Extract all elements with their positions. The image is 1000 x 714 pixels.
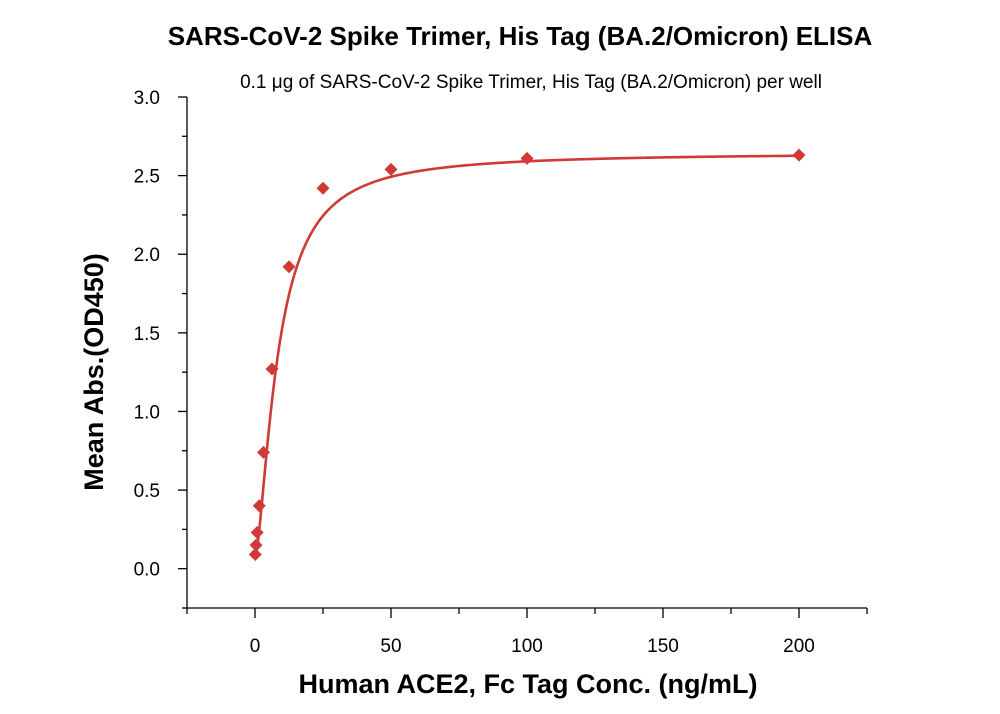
y-ticks: 0.0 0.5 1.0 1.5 2.0 2.5 3.0 <box>134 88 187 609</box>
data-point <box>384 162 398 176</box>
x-tick-label: 200 <box>783 636 815 657</box>
x-tick-label: 100 <box>511 636 543 657</box>
y-tick-label: 3.0 <box>134 88 160 109</box>
data-point <box>316 181 330 195</box>
chart-subtitle: 0.1 μg of SARS-CoV-2 Spike Trimer, His T… <box>240 72 822 93</box>
x-axis-label: Human ACE2, Fc Tag Conc. (ng/mL) <box>298 669 757 699</box>
y-tick-label: 1.5 <box>134 324 160 345</box>
x-tick-label: 50 <box>380 636 401 657</box>
data-point <box>252 499 266 513</box>
data-point <box>265 362 279 376</box>
x-ticks: 0 50 100 150 200 <box>186 608 868 657</box>
x-tick-label: 0 <box>250 636 261 657</box>
y-tick-label: 2.0 <box>134 245 160 266</box>
data-point <box>250 526 264 540</box>
y-tick-label: 0.5 <box>134 481 160 502</box>
y-axis-label: Mean Abs.(OD450) <box>79 253 109 491</box>
plot-axes <box>186 97 867 609</box>
x-tick-label: 150 <box>647 636 679 657</box>
data-point <box>248 548 262 562</box>
y-tick-label: 2.5 <box>134 167 160 188</box>
data-points <box>248 148 806 562</box>
chart-title: SARS-CoV-2 Spike Trimer, His Tag (BA.2/O… <box>168 21 873 51</box>
data-point <box>282 260 296 274</box>
data-point <box>257 445 271 459</box>
y-tick-label: 0.0 <box>134 560 160 581</box>
fit-curve <box>254 154 800 558</box>
data-point <box>249 538 263 552</box>
data-point <box>520 151 534 165</box>
data-point <box>792 148 806 162</box>
y-tick-label: 1.0 <box>134 402 160 423</box>
